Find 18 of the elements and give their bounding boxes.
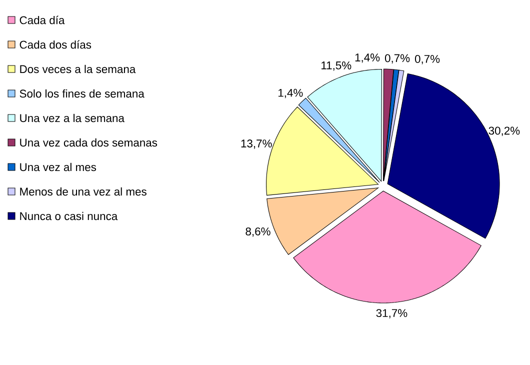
legend-label: Nunca o casi nunca: [20, 212, 118, 220]
data-label: 13,7%: [241, 140, 272, 149]
legend-label: Menos de una vez al mes: [20, 187, 146, 196]
data-label: 8,6%: [246, 227, 270, 237]
legend-label: Dos veces a la semana: [20, 64, 136, 74]
legend-label: Una vez cada dos semanas: [20, 138, 158, 147]
legend-label: Una vez al mes: [20, 162, 96, 172]
legend-label: Una vez a la semana: [20, 114, 124, 122]
data-label: 1,4%: [278, 88, 303, 98]
legend-label: Solo los fines de semana: [20, 89, 144, 98]
data-label: 1,4%: [355, 54, 380, 63]
legend-label: Cada día: [20, 16, 65, 24]
data-label: 30,2%: [488, 126, 520, 136]
legend-label: Cada dos días: [20, 40, 92, 49]
data-label: 0,7%: [384, 54, 410, 64]
data-label: 0,7%: [414, 54, 440, 64]
data-label: 31,7%: [376, 309, 408, 318]
data-label: 11,5%: [322, 61, 352, 71]
